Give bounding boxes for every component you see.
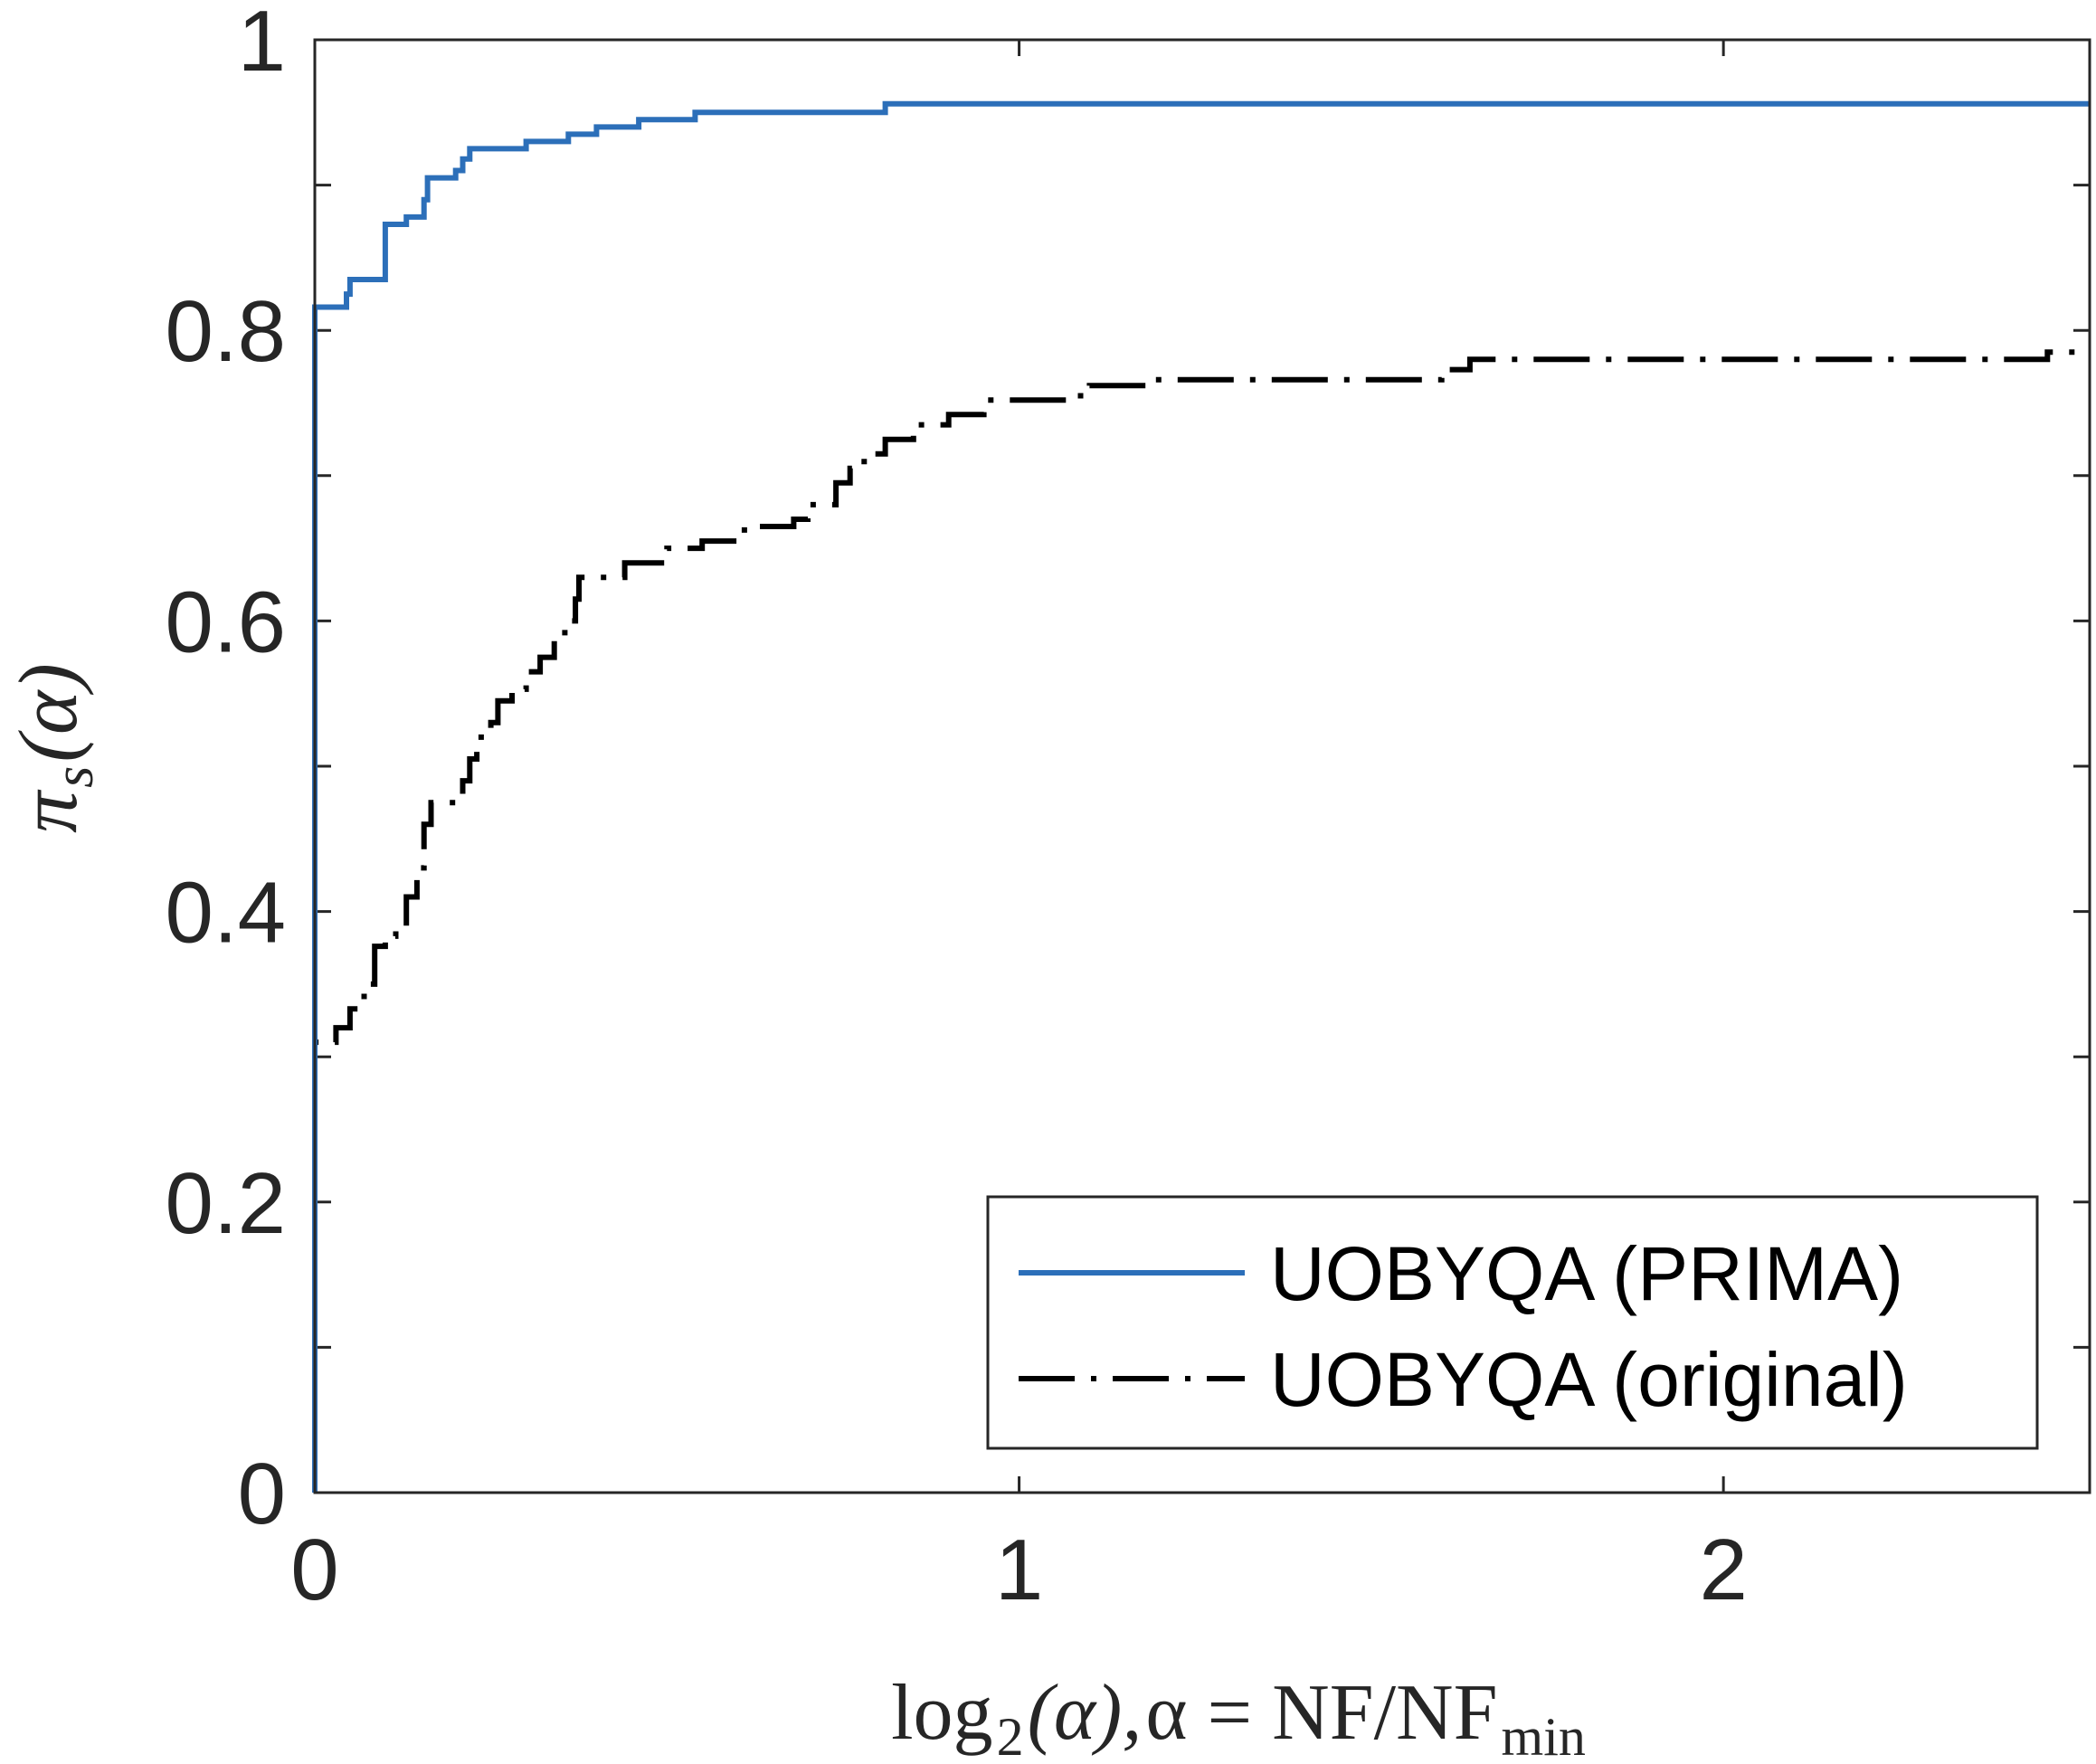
legend-label-prima: UOBYQA (PRIMA) (1270, 1231, 1903, 1316)
y-tick-labels: 0 0.2 0.4 0.6 0.8 1 (166, 0, 286, 1542)
legend-box (986, 1195, 2039, 1450)
y-tick-label: 1 (238, 0, 286, 90)
x-axis-label-log-base: 2 (997, 1707, 1024, 1764)
x-tick-label: 2 (1699, 1522, 1747, 1618)
y-tick-label: 0 (238, 1446, 286, 1542)
y-axis-label-pi: π (2, 789, 94, 833)
y-axis-label: π s (α) (2, 663, 105, 833)
y-tick-label: 0.4 (166, 865, 286, 962)
y-axis-label-arg: (α) (2, 663, 94, 763)
y-tick-label: 0.2 (166, 1155, 286, 1252)
x-axis-label: log 2 (α), α = NF/NF min (891, 1669, 1586, 1764)
x-axis-label-alpha: (α), (1028, 1669, 1143, 1757)
y-axis-label-sub: s (43, 766, 105, 788)
x-tick-label: 0 (290, 1522, 338, 1618)
plot-area-frame (313, 38, 2091, 1494)
series-layer (312, 100, 2090, 1493)
x-tick-labels: 0 1 2 (290, 1522, 1748, 1618)
x-tick-label: 1 (995, 1522, 1043, 1618)
x-axis-label-log: log (891, 1669, 992, 1757)
series-line-prima (312, 100, 2090, 1493)
series-line-original (312, 349, 2090, 1493)
x-axis-label-equation-sub: min (1502, 1707, 1586, 1764)
legend: UOBYQA (PRIMA) UOBYQA (original) (986, 1195, 2039, 1450)
y-tick-label: 0.8 (166, 283, 286, 380)
legend-label-original: UOBYQA (original) (1270, 1337, 1908, 1422)
x-axis-label-equation: α = NF/NF (1145, 1669, 1497, 1757)
y-tick-label: 0.6 (166, 574, 286, 670)
